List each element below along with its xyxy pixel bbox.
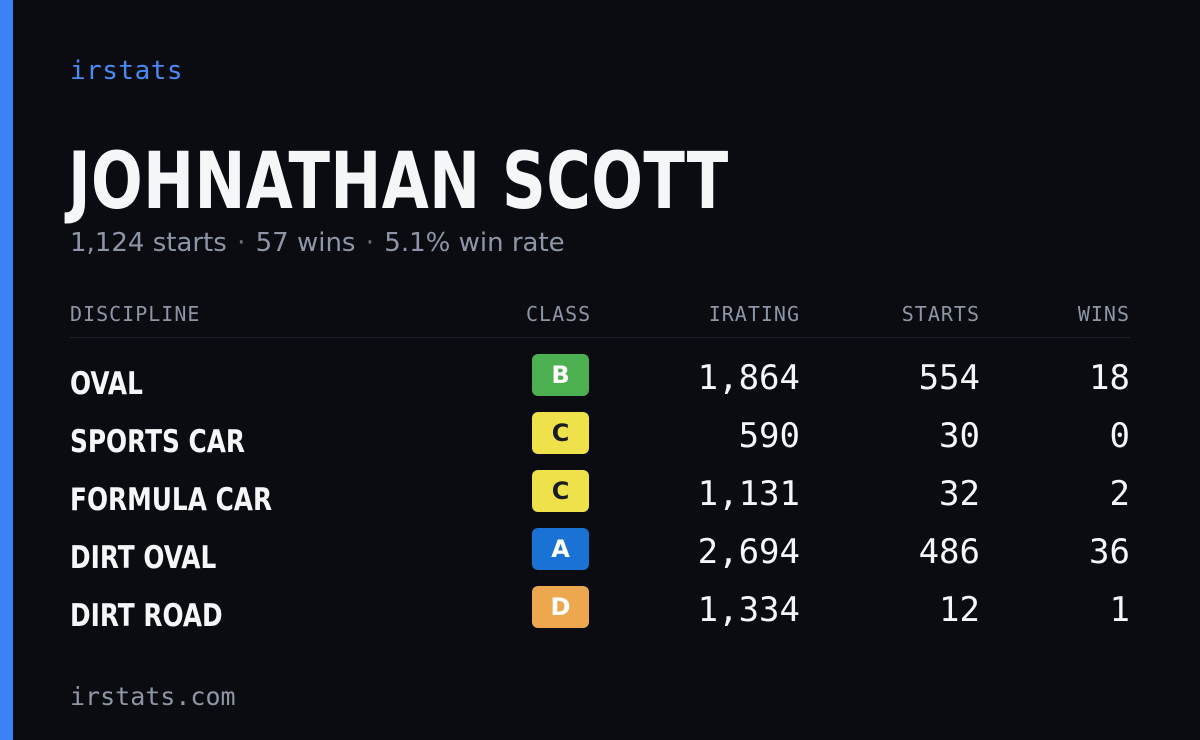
discipline-name: FORMULA CAR [70,482,273,518]
win-rate-summary: 5.1% win rate [384,228,565,258]
table-header: DISCIPLINE CLASS IRATING STARTS WINS [70,302,1130,326]
irating-value: 2,694 [697,532,800,572]
starts-summary: 1,124 starts [70,228,227,258]
starts-value: 32 [939,474,980,514]
header-starts: STARTS [901,302,980,326]
summary-separator: · [237,228,246,258]
irating-value: 1,131 [697,474,800,514]
brand-logo: irstats [70,56,184,86]
header-wins: WINS [1077,302,1130,326]
class-badge: A [532,528,589,570]
starts-value: 12 [939,590,980,630]
irating-value: 590 [738,416,800,456]
starts-value: 486 [918,532,980,572]
wins-value: 18 [1089,358,1130,398]
header-class: CLASS [526,302,592,326]
discipline-name: OVAL [70,366,143,402]
class-badge: B [532,354,589,396]
wins-value: 2 [1109,474,1130,514]
starts-value: 30 [939,416,980,456]
table-row: SPORTS CAR C 590 30 0 [70,408,1130,466]
starts-value: 554 [918,358,980,398]
class-badge: C [532,412,589,454]
wins-value: 1 [1109,590,1130,630]
wins-summary: 57 wins [255,228,356,258]
summary-separator: · [365,228,375,258]
discipline-name: DIRT OVAL [70,540,217,576]
irating-value: 1,864 [697,358,800,398]
accent-bar [0,0,13,740]
discipline-name: SPORTS CAR [70,424,246,460]
discipline-table: OVAL B 1,864 554 18 SPORTS CAR C 590 30 … [70,350,1130,640]
discipline-name: DIRT ROAD [70,598,223,634]
player-summary: 1,124 starts · 57 wins · 5.1% win rate [70,228,565,258]
table-row: FORMULA CAR C 1,131 32 2 [70,466,1130,524]
table-row: DIRT OVAL A 2,694 486 36 [70,524,1130,582]
table-row: DIRT ROAD D 1,334 12 1 [70,582,1130,640]
class-badge: C [532,470,589,512]
footer-url[interactable]: irstats.com [70,682,236,711]
wins-value: 36 [1089,532,1130,572]
header-irating: IRATING [708,302,800,326]
player-name: JOHNATHAN SCOTT [68,137,729,227]
table-row: OVAL B 1,864 554 18 [70,350,1130,408]
irating-value: 1,334 [697,590,800,630]
wins-value: 0 [1109,416,1130,456]
class-badge: D [532,586,589,628]
header-discipline: DISCIPLINE [70,302,201,326]
header-divider [70,337,1130,338]
